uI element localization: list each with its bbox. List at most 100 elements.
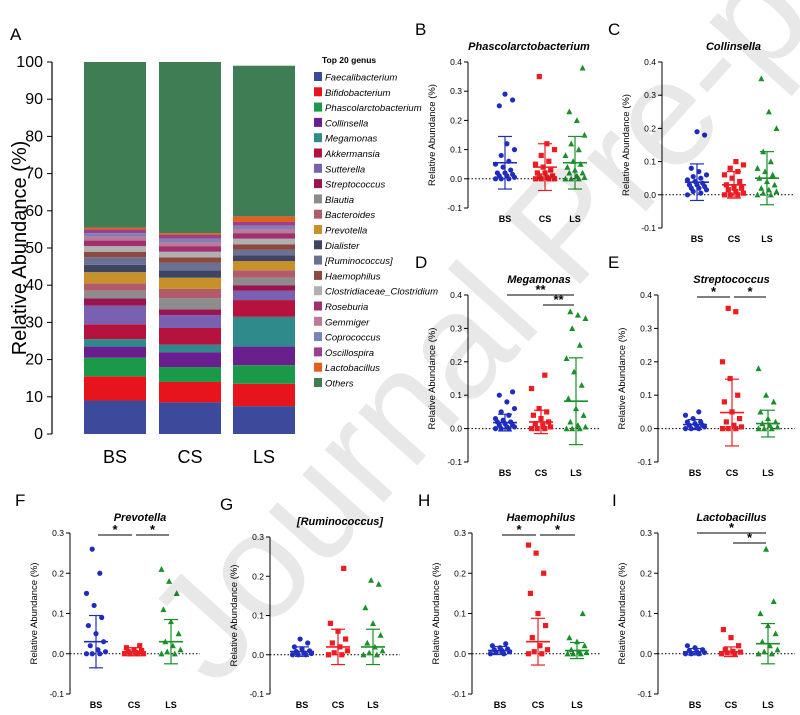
- data-point: [99, 614, 105, 621]
- data-point: [563, 425, 570, 432]
- data-point: [498, 409, 504, 415]
- data-point: [564, 163, 571, 170]
- data-point: [718, 651, 725, 657]
- data-point: [759, 638, 766, 645]
- data-point: [727, 192, 733, 198]
- legend-swatch: [314, 72, 322, 81]
- data-point: [529, 635, 535, 641]
- x-tick-label: LS: [165, 700, 177, 710]
- y-tick-label: 0.0: [450, 174, 462, 184]
- legend-entry: Sutterella: [325, 164, 365, 175]
- bar-segment-ls: [233, 255, 295, 262]
- data-point: [364, 639, 371, 646]
- data-point: [735, 192, 741, 198]
- y-axis-title: Relative Abundance (%): [9, 141, 31, 356]
- y-tick-label: 0.1: [644, 157, 656, 167]
- bar-segment-ls: [233, 229, 295, 234]
- data-point: [370, 620, 376, 626]
- data-point: [305, 640, 311, 646]
- data-point: [503, 641, 509, 647]
- legend-entry: Phascolarctobacterium: [325, 103, 422, 114]
- data-point: [325, 652, 332, 658]
- group-cs: [718, 627, 744, 658]
- data-point: [532, 176, 539, 182]
- data-point: [757, 408, 764, 415]
- data-point: [564, 650, 571, 657]
- data-point: [528, 426, 535, 432]
- significance-label: *: [747, 284, 753, 299]
- y-tick-label: 0.4: [640, 290, 652, 300]
- legend-swatch: [314, 316, 322, 326]
- data-point: [550, 173, 556, 179]
- data-point: [719, 426, 726, 432]
- data-point: [579, 610, 586, 617]
- data-point: [737, 178, 743, 185]
- bar-segment-bs: [84, 233, 146, 237]
- significance-label: *: [555, 522, 561, 537]
- data-point: [362, 604, 369, 611]
- y-tick-label: 0.3: [454, 528, 466, 538]
- data-point: [575, 146, 582, 153]
- data-point: [366, 649, 373, 656]
- data-point: [767, 191, 774, 198]
- data-point: [377, 631, 384, 638]
- bar-segment-ls: [233, 365, 295, 384]
- data-point: [551, 147, 558, 153]
- significance-label: *: [150, 522, 156, 537]
- legend-swatch: [314, 225, 322, 234]
- bar-segment-cs: [159, 238, 221, 243]
- data-point: [565, 395, 572, 402]
- bar-segment-ls: [233, 270, 295, 278]
- data-point: [551, 176, 558, 182]
- legend-entry: Bifidobacterium: [325, 88, 391, 99]
- data-point: [727, 165, 733, 171]
- bar-segment-ls: [233, 65, 295, 217]
- data-point: [97, 651, 103, 657]
- y-tick-label: 0.0: [640, 424, 652, 434]
- x-tick-label: CS: [725, 700, 738, 710]
- data-point: [360, 651, 367, 658]
- data-point: [542, 372, 548, 378]
- legend-swatch: [314, 148, 322, 158]
- data-point: [721, 399, 727, 405]
- x-tick-label: LS: [762, 700, 774, 710]
- y-axis-title: Relative Abundance (%): [431, 563, 442, 665]
- data-point: [83, 651, 90, 657]
- group-bs: [487, 641, 513, 657]
- data-point: [761, 648, 768, 655]
- data-point: [339, 652, 345, 658]
- bar-segment-ls: [233, 277, 295, 286]
- data-point: [760, 189, 767, 196]
- panel-title: Haemophilus: [506, 512, 575, 524]
- bar-segment-bs: [84, 346, 146, 358]
- data-point: [166, 578, 173, 584]
- significance-label: **: [535, 282, 546, 297]
- bar-segment-bs: [84, 62, 146, 228]
- bar-segment-ls: [233, 225, 295, 230]
- panel-title: Megamonas: [507, 274, 571, 286]
- bar-segment-ls: [233, 300, 295, 317]
- bar-segment-bs: [84, 257, 146, 265]
- data-point: [690, 173, 696, 180]
- y-axis-title: Relative Abundance (%): [427, 328, 438, 430]
- x-tick-label: CS: [332, 700, 345, 710]
- panel-label-e: E: [608, 253, 619, 272]
- data-point: [581, 642, 588, 649]
- data-point: [123, 645, 129, 651]
- legend-entry: Gemmiger: [325, 317, 370, 328]
- data-point: [535, 610, 541, 617]
- bar-segment-ls: [233, 261, 295, 271]
- data-point: [544, 647, 551, 653]
- legend-swatch: [314, 378, 322, 387]
- data-point: [164, 648, 171, 655]
- group-cs: [525, 542, 551, 666]
- x-tick-label: LS: [253, 447, 275, 467]
- bar-segment-bs: [84, 400, 146, 434]
- data-point: [533, 550, 539, 556]
- data-point: [537, 643, 543, 649]
- data-point: [725, 426, 731, 432]
- y-tick-label: 0.0: [252, 650, 264, 660]
- data-point: [83, 590, 90, 596]
- panel-label-h: H: [418, 491, 430, 510]
